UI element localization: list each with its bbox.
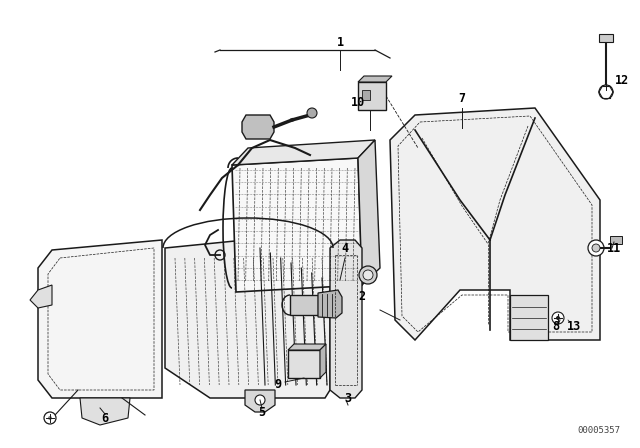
Polygon shape (232, 158, 362, 292)
Text: 11: 11 (607, 241, 621, 254)
Text: 1: 1 (337, 35, 344, 48)
Circle shape (588, 240, 604, 256)
Polygon shape (290, 295, 318, 315)
Circle shape (552, 312, 564, 324)
Bar (610, 236, 622, 244)
Text: 7: 7 (458, 91, 465, 104)
Text: 6: 6 (101, 412, 109, 425)
Text: 9: 9 (275, 379, 282, 392)
Text: 8: 8 (552, 320, 559, 333)
Text: 00005357: 00005357 (577, 426, 620, 435)
Polygon shape (358, 76, 392, 82)
Polygon shape (320, 344, 326, 378)
Polygon shape (330, 240, 362, 398)
Circle shape (599, 85, 613, 99)
Circle shape (363, 270, 373, 280)
Bar (358, 82, 386, 110)
Text: 3: 3 (344, 392, 351, 405)
Polygon shape (510, 295, 548, 340)
Polygon shape (288, 344, 326, 350)
Circle shape (359, 266, 377, 284)
Bar (288, 350, 320, 378)
Text: 10: 10 (351, 95, 365, 108)
Polygon shape (232, 140, 375, 165)
Polygon shape (38, 240, 162, 398)
Text: 13: 13 (567, 320, 581, 333)
Circle shape (48, 416, 52, 420)
Circle shape (307, 108, 317, 118)
Polygon shape (390, 108, 600, 340)
Text: 2: 2 (358, 290, 365, 303)
Polygon shape (30, 285, 52, 308)
Polygon shape (165, 232, 330, 398)
Polygon shape (80, 398, 130, 425)
Text: 5: 5 (259, 405, 266, 418)
Circle shape (592, 244, 600, 252)
Circle shape (556, 316, 560, 320)
Polygon shape (318, 290, 342, 318)
Bar (362, 90, 370, 100)
Bar (599, 34, 613, 42)
Polygon shape (358, 140, 380, 285)
Polygon shape (242, 115, 274, 139)
Circle shape (44, 412, 56, 424)
Polygon shape (245, 390, 275, 412)
Text: 12: 12 (615, 73, 629, 86)
Circle shape (255, 395, 265, 405)
Text: 4: 4 (341, 241, 349, 254)
